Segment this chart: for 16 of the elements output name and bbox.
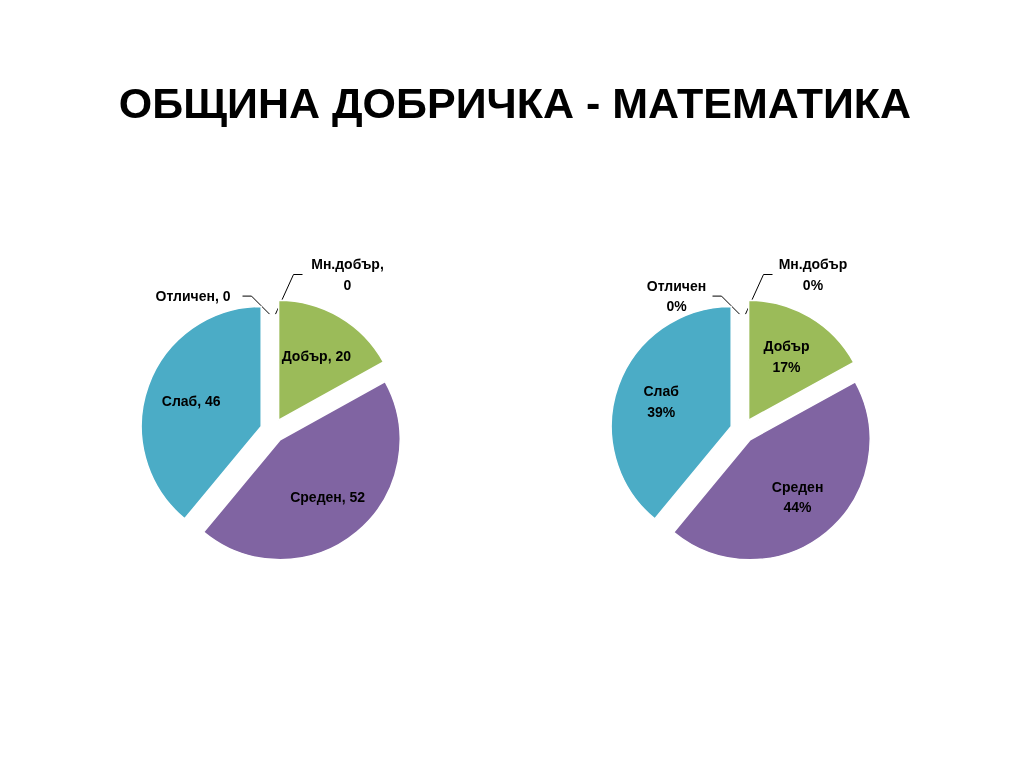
- data-label: Слаб, 46: [161, 393, 221, 410]
- text: Отличен, 0: [155, 288, 231, 305]
- category-label: Отличен: [646, 277, 707, 294]
- data-label: 39%: [647, 403, 676, 420]
- text: Мн.добър, 0: [311, 256, 384, 293]
- data-label: 17%: [772, 358, 802, 375]
- slice-label: Слаб: [643, 382, 680, 399]
- text: 0%: [802, 276, 824, 293]
- data-label: Среден, 52: [290, 489, 366, 506]
- data-label: 44%: [783, 499, 813, 516]
- text: ОБЩИНА ДОБРИЧКА - МАТЕМАТИКА: [118, 78, 912, 129]
- data-label: Добър, 20: [281, 348, 352, 365]
- slice-label: Добър: [763, 337, 810, 354]
- text: 0%: [666, 298, 687, 315]
- category-label: Мн.добър: [778, 256, 848, 273]
- slice-label: Среден: [771, 478, 824, 495]
